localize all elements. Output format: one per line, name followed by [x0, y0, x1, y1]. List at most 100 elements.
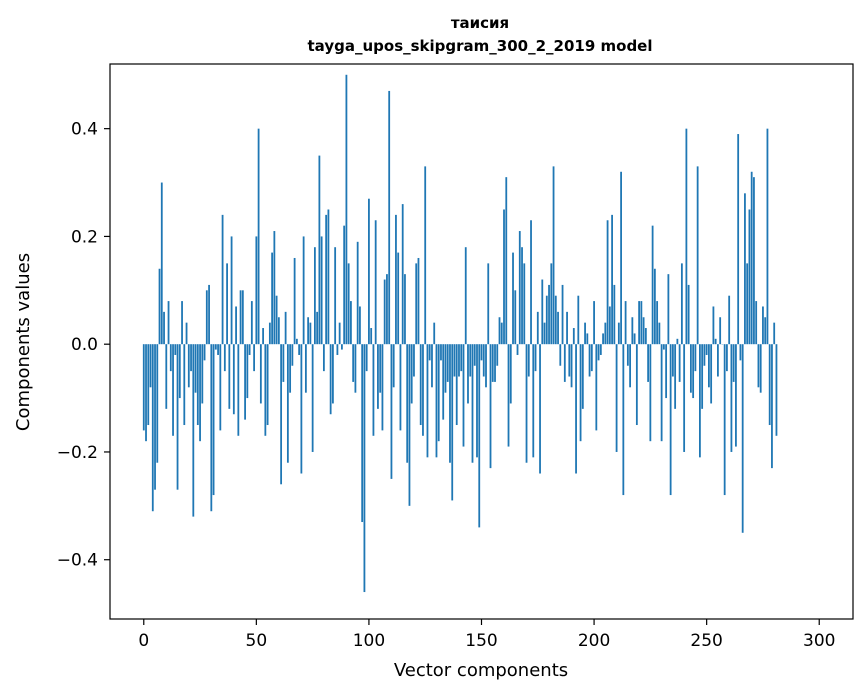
bar-176	[539, 344, 541, 474]
bar-226	[651, 225, 654, 345]
bar-175	[536, 311, 539, 345]
bar-166	[516, 344, 519, 355]
bar-115	[401, 204, 404, 345]
bar-48	[250, 301, 253, 345]
bar-81	[325, 214, 328, 345]
bar-159	[500, 322, 503, 345]
x-axis-label: Vector components	[394, 660, 568, 681]
bar-86	[336, 344, 339, 355]
bar-274	[759, 344, 762, 393]
bar-54	[264, 344, 267, 436]
bar-123	[419, 344, 422, 426]
bar-150	[480, 344, 483, 361]
bar-61	[280, 344, 283, 485]
bar-260	[728, 295, 731, 345]
bar-271	[753, 177, 755, 345]
bar-50	[255, 236, 258, 345]
bar-109	[388, 90, 391, 345]
bar-185	[559, 344, 562, 366]
bar-106	[381, 344, 384, 431]
bar-208	[611, 214, 613, 345]
bar-103	[374, 220, 377, 345]
bar-238	[678, 344, 681, 382]
bar-69	[298, 344, 301, 355]
bar-153	[487, 263, 490, 345]
bar-209	[613, 284, 616, 345]
bar-17	[181, 301, 183, 345]
bar-217	[631, 317, 634, 345]
bar-2	[147, 344, 150, 426]
bar-221	[640, 301, 643, 345]
bar-43	[239, 290, 242, 345]
bar-26	[201, 344, 204, 404]
bar-231	[662, 344, 665, 350]
bar-214	[624, 301, 627, 345]
bar-270	[750, 171, 753, 345]
bar-170	[525, 344, 528, 463]
bar-68	[295, 338, 298, 345]
x-tick-label: 0	[138, 631, 149, 651]
bar-183	[554, 295, 557, 345]
bar-94	[354, 344, 357, 393]
bar-47	[248, 344, 251, 355]
bar-230	[660, 344, 663, 442]
bar-93	[352, 344, 355, 382]
bar-280	[773, 322, 776, 345]
bar-278	[768, 344, 771, 426]
bar-245	[694, 344, 697, 372]
bar-145	[469, 344, 472, 377]
bar-73	[307, 317, 310, 345]
bar-193	[577, 295, 580, 345]
x-tick-label: 100	[353, 631, 385, 651]
bar-136	[449, 344, 451, 463]
bar-266	[741, 344, 744, 533]
bar-182	[552, 166, 555, 345]
bar-200	[593, 301, 595, 345]
x-tick-label: 250	[690, 631, 722, 651]
bar-127	[428, 344, 431, 361]
bar-155	[491, 344, 494, 382]
bar-33	[217, 344, 219, 355]
bar-223	[644, 328, 647, 345]
bar-128	[431, 344, 433, 388]
bar-60	[277, 317, 280, 345]
bar-1	[145, 344, 147, 442]
bar-13	[172, 344, 174, 436]
bar-70	[300, 344, 303, 474]
bar-248	[701, 344, 704, 409]
bar-96	[359, 306, 361, 345]
bar-91	[347, 263, 350, 345]
bar-85	[334, 247, 337, 345]
bar-0	[142, 344, 145, 431]
bar-95	[356, 241, 359, 345]
bar-264	[737, 134, 740, 345]
bar-16	[178, 344, 181, 399]
bar-131	[437, 344, 440, 442]
bar-225	[649, 344, 652, 442]
bar-172	[530, 220, 532, 345]
bar-90	[345, 74, 348, 345]
bar-117	[406, 344, 409, 463]
bar-252	[710, 344, 713, 404]
bar-107	[383, 279, 386, 345]
bar-235	[671, 344, 674, 377]
bar-184	[557, 311, 559, 345]
bar-112	[395, 214, 397, 345]
bar-147	[473, 344, 476, 366]
bar-242	[687, 284, 690, 345]
bar-64	[286, 344, 289, 463]
bar-7	[158, 268, 161, 345]
bar-199	[590, 344, 593, 372]
bar-72	[304, 344, 307, 393]
bar-14	[174, 344, 177, 355]
bar-247	[699, 344, 701, 458]
bar-66	[291, 344, 294, 366]
chart-title: таисия	[451, 14, 509, 32]
bar-30	[210, 344, 213, 512]
bar-92	[350, 301, 352, 345]
bar-269	[748, 209, 751, 345]
bar-169	[523, 263, 526, 345]
bar-121	[415, 263, 418, 345]
bar-259	[726, 344, 728, 372]
